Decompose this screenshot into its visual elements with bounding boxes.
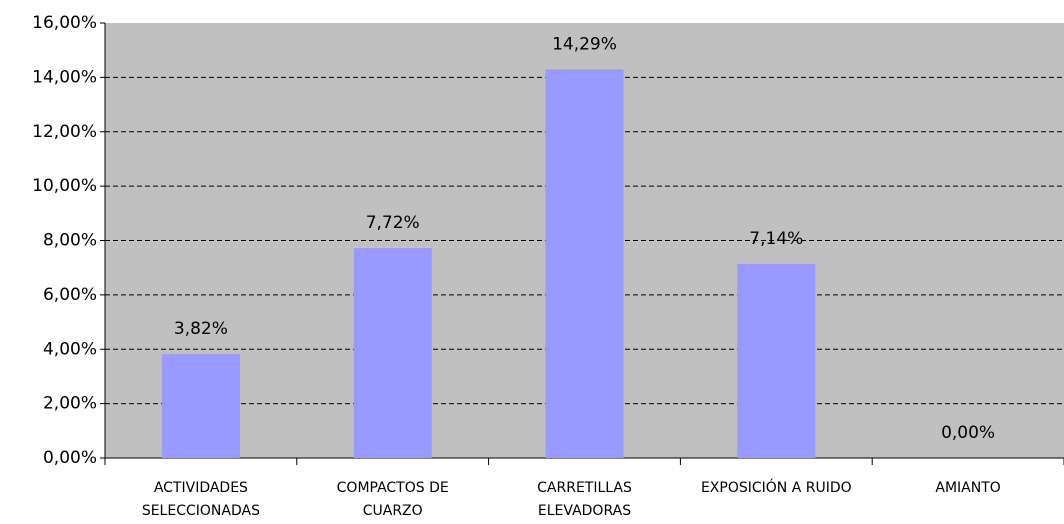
x-tick-label: AMIANTO <box>935 480 1001 496</box>
data-label: 14,29% <box>552 34 617 54</box>
data-label: 0,00% <box>941 423 995 443</box>
y-tick-label: 0,00% <box>43 448 97 468</box>
x-tick-label: CARRETILLAS ELEVADORAS <box>537 480 632 519</box>
y-tick-label: 8,00% <box>43 231 97 251</box>
x-tick-label: EXPOSICIÓN A RUIDO <box>700 480 852 496</box>
y-tick-label: 12,00% <box>32 122 97 142</box>
data-label: 7,72% <box>366 213 420 233</box>
y-tick-label: 14,00% <box>32 67 97 87</box>
bar <box>545 69 624 458</box>
bar <box>161 354 240 458</box>
y-tick-label: 2,00% <box>43 394 97 414</box>
x-tick-label: ACTIVIDADES SELECCIONADAS <box>141 480 260 519</box>
y-tick-label: 16,00% <box>32 13 97 33</box>
bar <box>353 248 432 458</box>
data-label: 7,14% <box>749 229 803 249</box>
y-tick-label: 4,00% <box>43 339 97 359</box>
x-tick-label: COMPACTOS DE CUARZO <box>336 480 449 519</box>
y-tick-label: 10,00% <box>32 176 97 196</box>
y-tick-label: 6,00% <box>43 285 97 305</box>
bar <box>737 263 816 458</box>
data-label: 3,82% <box>174 319 228 339</box>
